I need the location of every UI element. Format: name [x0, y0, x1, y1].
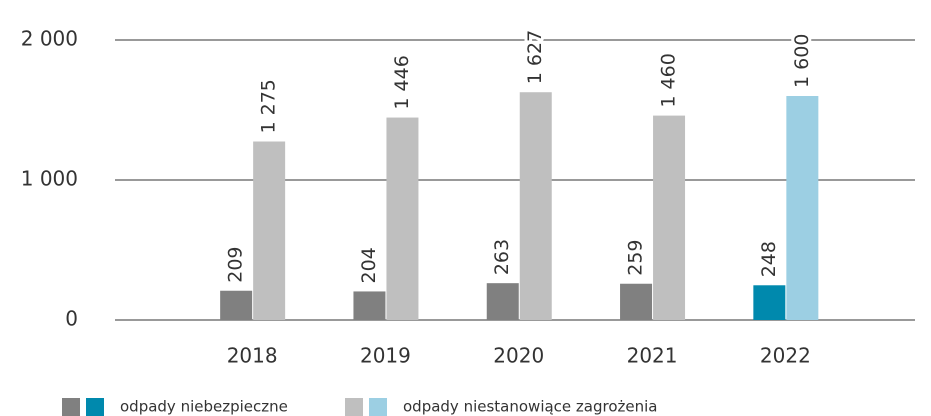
value-label: 1 627 — [524, 30, 546, 84]
value-label: 1 460 — [658, 53, 680, 107]
x-tick-label: 2018 — [227, 344, 278, 368]
value-label: 259 — [625, 239, 647, 275]
value-label: 1 600 — [791, 34, 813, 88]
bar — [653, 115, 686, 320]
legend-label: odpady niebezpieczne — [120, 398, 288, 416]
legend-swatch — [369, 398, 387, 416]
x-tick-label: 2020 — [493, 344, 544, 368]
legend-swatch — [86, 398, 104, 416]
y-tick-label: 2 000 — [21, 27, 78, 51]
y-tick-label: 0 — [65, 307, 78, 331]
bar — [519, 92, 552, 320]
legend-label: odpady niestanowiące zagrożenia — [403, 398, 658, 416]
bar — [753, 285, 786, 320]
value-label: 248 — [758, 241, 780, 277]
value-label: 1 275 — [258, 79, 280, 133]
x-tick-label: 2022 — [760, 344, 811, 368]
value-label: 204 — [358, 247, 380, 283]
bar — [620, 283, 653, 320]
bar — [253, 141, 286, 320]
value-label: 263 — [491, 239, 513, 275]
legend-swatch — [62, 398, 80, 416]
value-label: 1 446 — [391, 55, 413, 109]
bar — [486, 283, 519, 320]
value-label: 209 — [225, 246, 247, 282]
x-tick-label: 2019 — [360, 344, 411, 368]
y-tick-label: 1 000 — [21, 167, 78, 191]
bar — [786, 96, 819, 320]
x-tick-label: 2021 — [627, 344, 678, 368]
bar — [386, 117, 419, 320]
bar — [353, 291, 386, 320]
legend-swatch — [345, 398, 363, 416]
bar — [220, 290, 253, 320]
